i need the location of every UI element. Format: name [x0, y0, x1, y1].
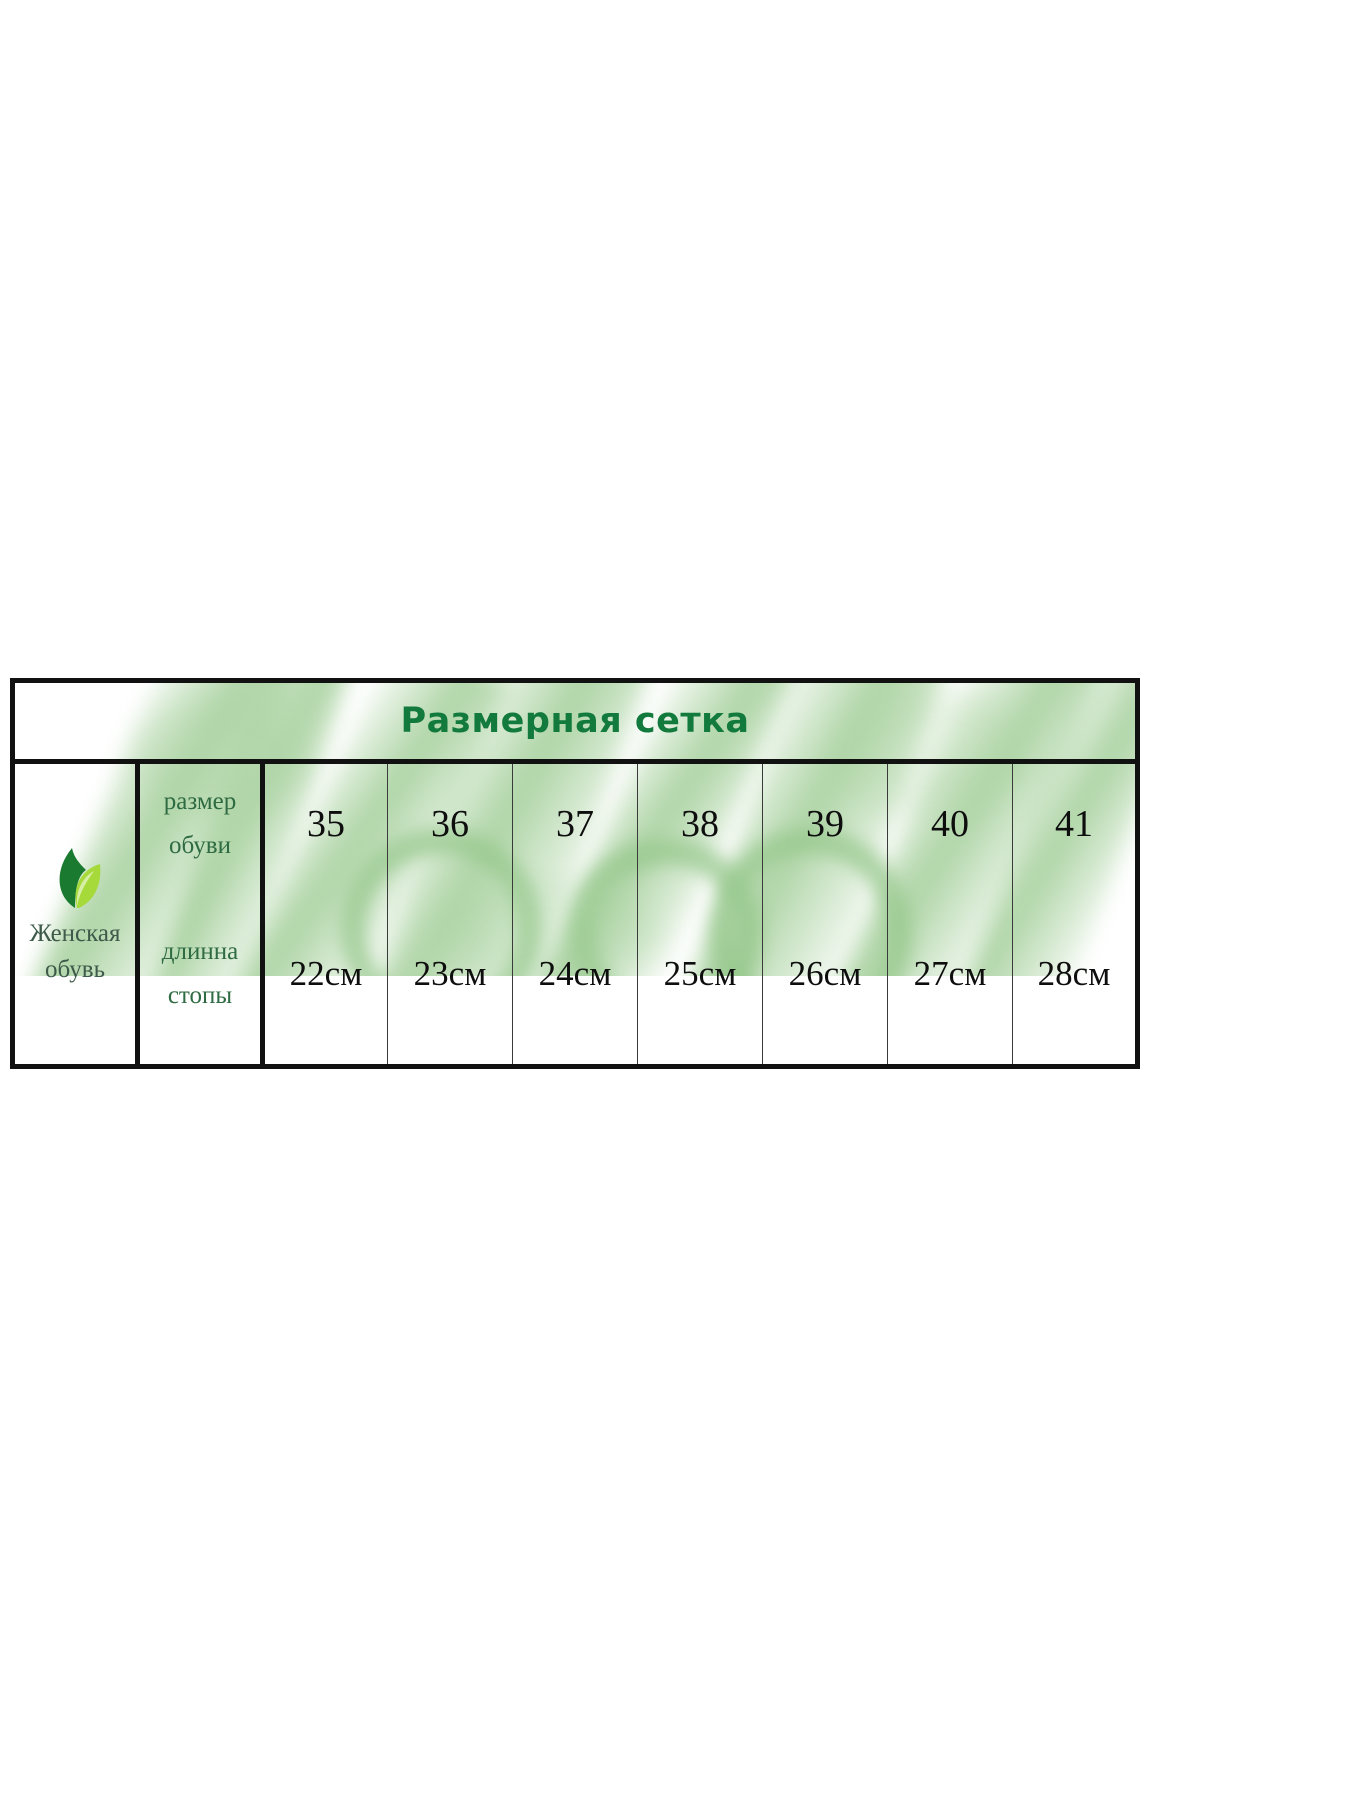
value-foot-length-36: 23см — [413, 954, 487, 993]
brand-name-line2: обувь — [45, 956, 105, 983]
page-title: Размерная сетка — [400, 701, 750, 741]
row-label-shoe-size-line1: размер — [163, 788, 237, 816]
value-shoe-size-40: 40 — [931, 803, 969, 845]
cell-shoe-size-41: 41 — [1012, 761, 1140, 884]
row-label-foot-length-line2: стопы — [167, 982, 233, 1009]
value-shoe-size-35: 35 — [307, 803, 345, 845]
cell-foot-length-41: 28см — [1012, 884, 1140, 1069]
cell-shoe-size-35: 35 — [260, 761, 388, 884]
brand-name-line1: Женская — [29, 919, 121, 947]
cell-foot-length-39: 26см — [762, 884, 888, 1069]
value-foot-length-38: 25см — [663, 954, 737, 993]
table-row-shoe-size: Женская обувь размер обуви 35 36 37 38 3… — [10, 761, 1140, 1069]
value-shoe-size-39: 39 — [806, 803, 844, 845]
cell-foot-length-36: 23см — [387, 884, 513, 1069]
cell-foot-length-38: 25см — [637, 884, 763, 1069]
cell-foot-length-37: 24см — [512, 884, 638, 1069]
cell-shoe-size-38: 38 — [637, 761, 763, 884]
row-label-foot-length: длинна стопы — [135, 884, 263, 1069]
chart-title-cell: Размерная сетка — [10, 678, 1140, 764]
table-row-title: Размерная сетка — [10, 678, 1140, 764]
value-foot-length-39: 26см — [788, 954, 862, 993]
value-shoe-size-41: 41 — [1055, 803, 1093, 845]
table-row-foot-length: длинна стопы 22см 23см 24см 25см 26см 27… — [13, 884, 1140, 1069]
cell-shoe-size-40: 40 — [887, 761, 1013, 884]
size-chart-table: Размерная сетка Женская обувь размер обу… — [10, 678, 1140, 1069]
row-label-shoe-size: размер обуви — [135, 761, 263, 884]
row-label-foot-length-line1: длинна — [161, 938, 239, 966]
value-foot-length-35: 22см — [289, 954, 363, 993]
cell-shoe-size-36: 36 — [387, 761, 513, 884]
two-leaf-icon — [59, 847, 101, 908]
value-foot-length-40: 27см — [913, 954, 987, 993]
cell-shoe-size-37: 37 — [512, 761, 638, 884]
cell-foot-length-35: 22см — [260, 884, 388, 1069]
cell-foot-length-40: 27см — [887, 884, 1013, 1069]
value-foot-length-41: 28см — [1037, 954, 1111, 993]
brand-logo-cell: Женская обувь — [10, 761, 138, 1069]
row-label-shoe-size-line2: обуви — [169, 832, 231, 859]
value-shoe-size-38: 38 — [681, 803, 719, 845]
cell-shoe-size-39: 39 — [762, 761, 888, 884]
value-shoe-size-37: 37 — [556, 803, 594, 845]
value-shoe-size-36: 36 — [431, 803, 469, 845]
value-foot-length-37: 24см — [538, 954, 612, 993]
